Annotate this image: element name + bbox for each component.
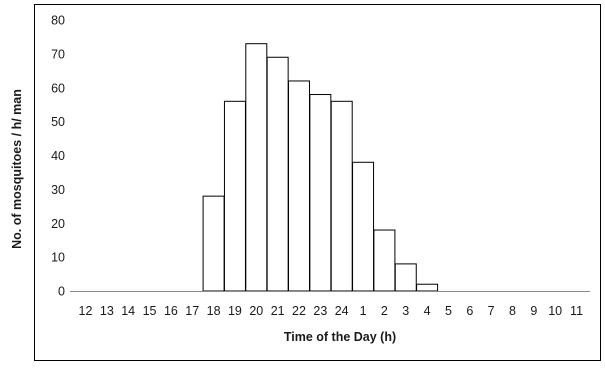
bar [266,56,289,292]
x-tick-label: 9 [530,304,537,318]
x-tick-label: 1 [360,304,367,318]
x-tick-label: 13 [100,304,114,318]
y-tick-label: 10 [51,251,65,265]
x-tick-label: 24 [335,304,349,318]
y-tick-label: 20 [51,217,65,231]
x-tick-label: 15 [143,304,157,318]
bar [416,283,439,292]
y-tick-label: 30 [51,183,65,197]
x-tick-label: 4 [424,304,431,318]
y-tick-label: 50 [51,115,65,129]
y-axis-ticks: 0 10 20 30 40 50 60 70 80 [51,14,65,299]
x-tick-label: 17 [185,304,199,318]
bar [330,100,353,292]
bars-group [202,43,439,292]
x-tick-label: 21 [271,304,285,318]
x-tick-label: 22 [292,304,306,318]
x-tick-label: 7 [488,304,495,318]
x-tick-label: 19 [228,304,242,318]
bar [352,161,375,292]
y-tick-label: 60 [51,81,65,95]
bar [309,94,332,292]
x-tick-label: 14 [121,304,135,318]
x-tick-label: 23 [313,304,327,318]
bar [373,229,396,292]
x-tick-label: 2 [381,304,388,318]
y-tick-label: 0 [58,285,65,299]
x-tick-label: 11 [570,304,583,318]
y-tick-label: 80 [51,14,65,28]
x-tick-label: 16 [164,304,178,318]
bar [223,100,246,292]
x-tick-label: 12 [79,304,93,318]
x-tick-label: 10 [548,304,562,318]
x-tick-label: 5 [445,304,452,318]
bar [394,263,417,292]
x-tick-label: 6 [466,304,473,318]
x-tick-label: 18 [207,304,221,318]
y-tick-label: 70 [51,47,65,61]
x-axis-ticks: 12 13 14 15 16 17 18 19 20 21 22 23 24 1 2 3 4 5 6 7 8 9 10 11 [79,304,584,318]
x-tick-label: 20 [249,304,263,318]
y-axis-title: No. of mosquitoes / h/ man [10,89,24,249]
x-tick-label: 8 [509,304,516,318]
bar [202,195,225,292]
bar [288,80,310,292]
x-tick-label: 3 [402,304,409,318]
y-tick-label: 40 [51,149,65,163]
bar [245,43,268,292]
x-axis-title: Time of the Day (h) [284,330,396,344]
